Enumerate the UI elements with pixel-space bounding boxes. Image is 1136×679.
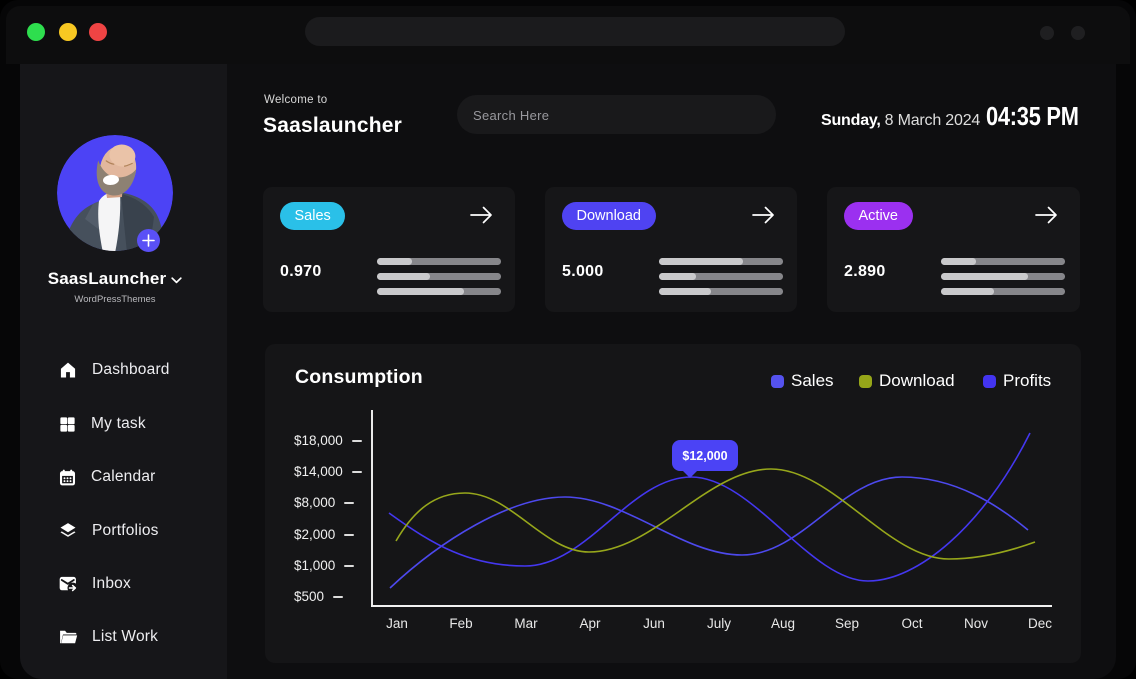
svg-text:$12,000: $12,000 — [682, 449, 727, 463]
